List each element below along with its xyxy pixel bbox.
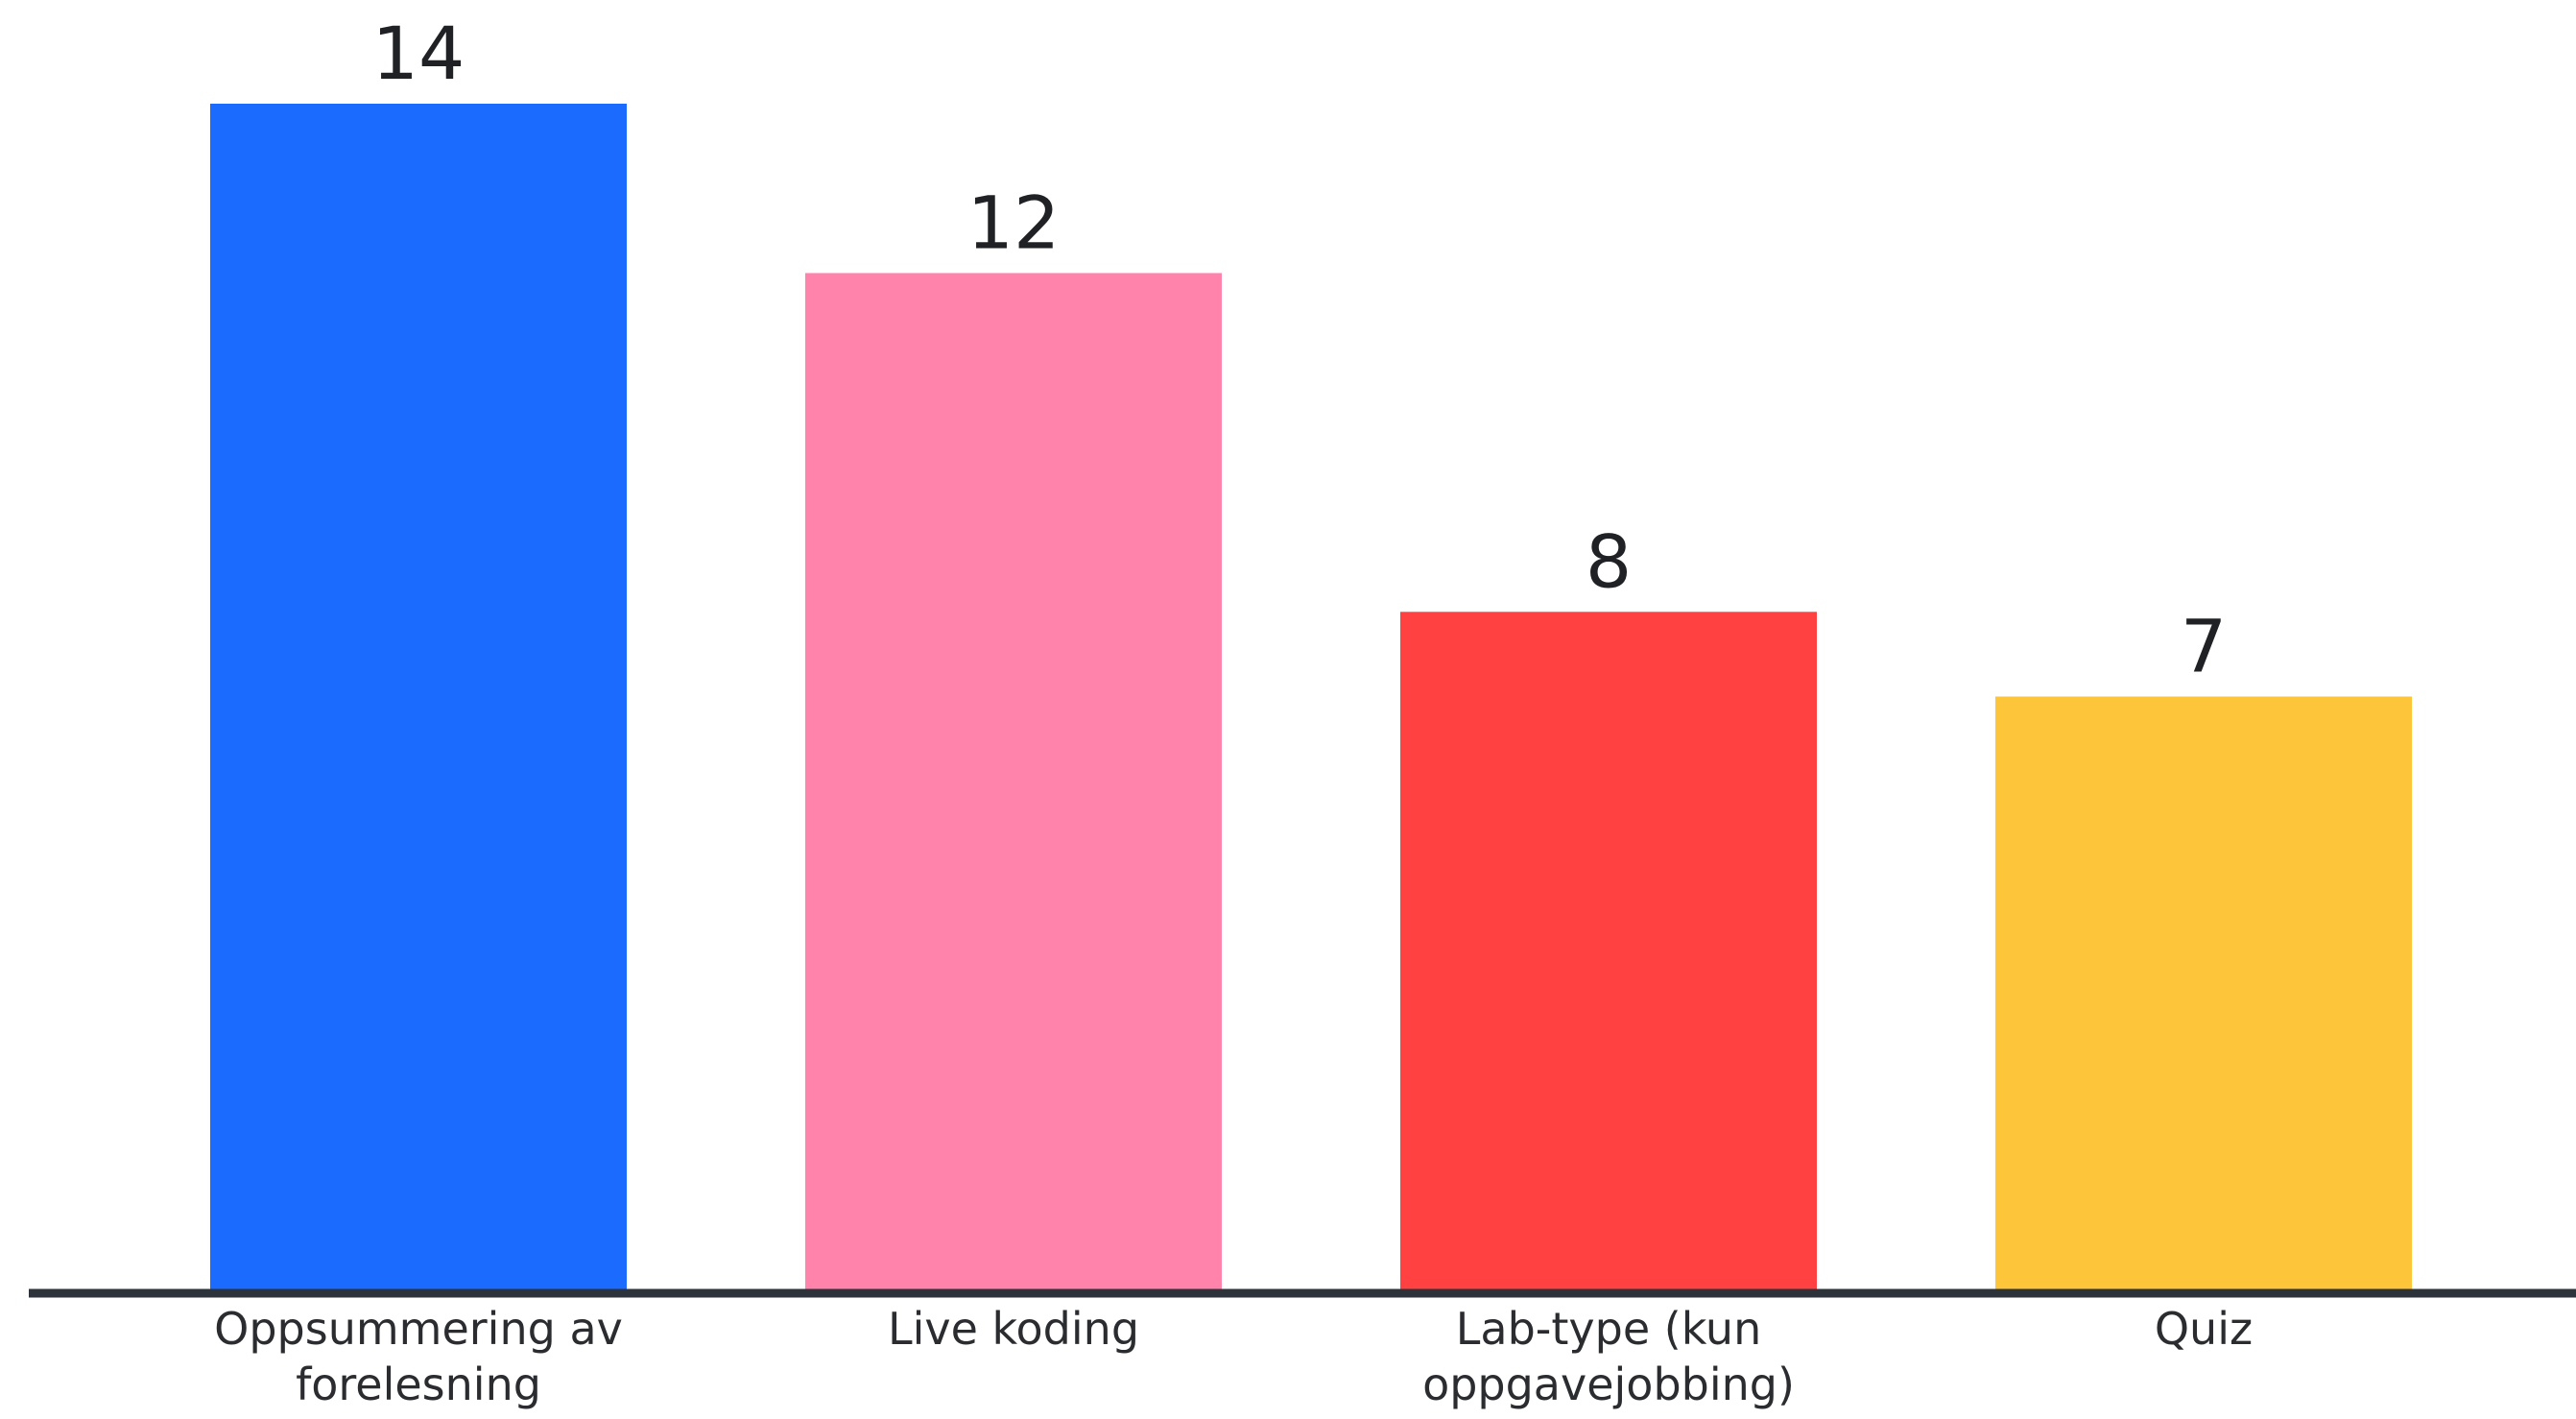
value-label-1: 14 <box>372 11 465 96</box>
category-label-4: Quiz <box>2155 1303 2253 1355</box>
category-label-line: Lab-type (kun <box>1456 1303 1761 1355</box>
category-label-line: Live koding <box>888 1303 1139 1355</box>
category-label-2: Live koding <box>888 1303 1139 1355</box>
category-label-3: Lab-type (kun oppgavejobbing) <box>1422 1303 1795 1410</box>
bar-4 <box>1995 696 2412 1289</box>
bar-1 <box>210 104 627 1289</box>
value-label-4: 7 <box>2181 604 2227 689</box>
category-labels-group: Oppsummering av forelesning Live koding Lab… <box>214 1303 2253 1410</box>
category-label-line: forelesning <box>296 1359 541 1410</box>
bar-3 <box>1400 612 1817 1289</box>
value-labels-group: 14 12 8 7 <box>372 11 2228 689</box>
value-label-3: 8 <box>1586 518 1632 604</box>
bars-group <box>210 104 2412 1289</box>
bar-2 <box>805 273 1222 1289</box>
category-label-line: oppgavejobbing) <box>1422 1359 1795 1410</box>
value-label-2: 12 <box>967 180 1061 265</box>
category-label-line: Quiz <box>2155 1303 2253 1355</box>
category-label-1: Oppsummering av forelesning <box>214 1303 623 1410</box>
category-label-line: Oppsummering av <box>214 1303 623 1355</box>
